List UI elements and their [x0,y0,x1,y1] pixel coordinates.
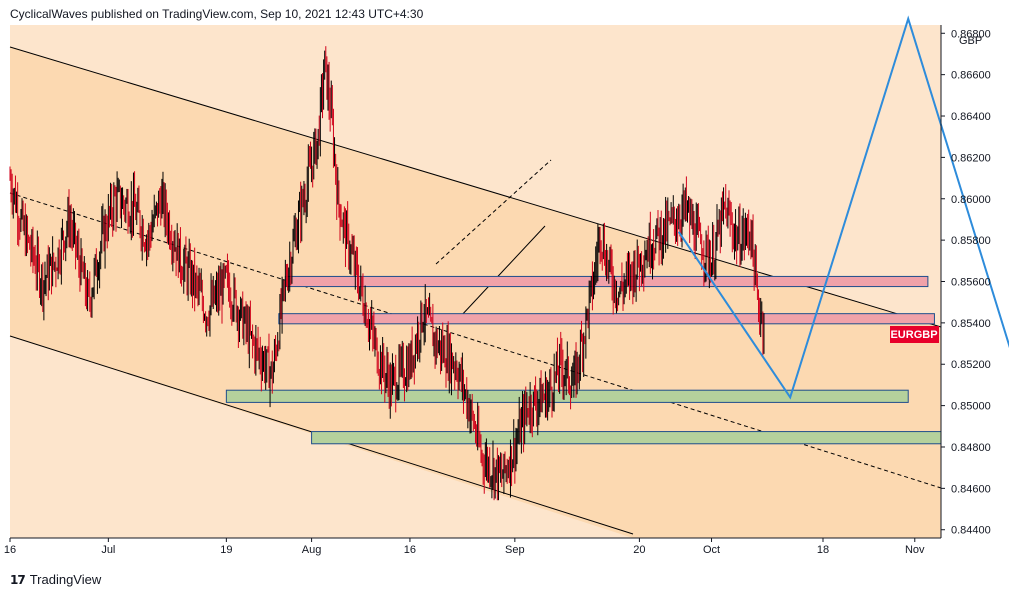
small-channel-line [435,159,552,265]
x-tick-label: 19 [220,544,232,556]
support-zone [225,389,909,403]
y-tick-label: 0.86800 [951,28,991,40]
y-tick-label: 0.84600 [951,483,991,495]
price-axis[interactable]: 0.86800 0.86600 0.86400 0.86200 0.86000 0.858… [941,28,991,537]
y-tick-label: 0.84400 [951,525,991,537]
candles-layer [9,46,765,501]
currency-label: GBP [959,35,982,47]
y-tick-label: 0.85000 [951,401,991,413]
x-tick-label: 20 [633,544,645,556]
small-channel-base-line [459,225,546,318]
x-tick-label: 16 [4,544,16,556]
footer-brand: TradingView [29,572,102,587]
x-tick-label: 18 [817,544,829,556]
y-tick-label: 0.86400 [951,111,991,123]
y-tick-label: 0.86600 [951,70,991,82]
y-tick-label: 0.86000 [951,194,991,206]
y-tick-label: 0.85600 [951,277,991,289]
x-tick-label: Jul [101,544,115,556]
x-tick-label: Sep [505,544,525,556]
descending-channel [10,47,941,538]
time-axis[interactable]: 16 Jul 19 Aug 16 Sep 20 Oct 18 Nov [4,538,925,556]
y-tick-label: 0.84800 [951,442,991,454]
support-zone [311,431,942,445]
y-tick-label: 0.85800 [951,235,991,247]
y-tick-label: 0.85200 [951,359,991,371]
x-tick-label: Oct [703,544,720,556]
x-tick-label: Nov [905,544,925,556]
publisher-header: CyclicalWaves published on TradingView.c… [10,7,424,21]
y-tick-label: 0.86200 [951,152,991,164]
projection-layer [677,15,1009,400]
x-tick-label: Aug [302,544,322,556]
resistance-zone [278,313,935,325]
symbol-price-label: EURGBP [890,326,939,343]
x-tick-label: 16 [404,544,416,556]
footer: 17 TradingView [10,572,101,587]
tradingview-logo-icon: 17 [10,572,26,587]
projection-path [677,15,1009,400]
symbol-label: EURGBP [890,329,937,341]
y-tick-label: 0.85400 [951,318,991,330]
